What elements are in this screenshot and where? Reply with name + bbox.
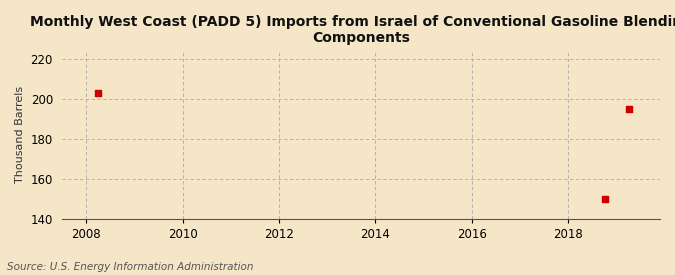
Y-axis label: Thousand Barrels: Thousand Barrels bbox=[15, 86, 25, 183]
Point bbox=[92, 90, 103, 95]
Point bbox=[623, 106, 634, 111]
Title: Monthly West Coast (PADD 5) Imports from Israel of Conventional Gasoline Blendin: Monthly West Coast (PADD 5) Imports from… bbox=[30, 15, 675, 45]
Text: Source: U.S. Energy Information Administration: Source: U.S. Energy Information Administ… bbox=[7, 262, 253, 272]
Point bbox=[599, 197, 610, 201]
